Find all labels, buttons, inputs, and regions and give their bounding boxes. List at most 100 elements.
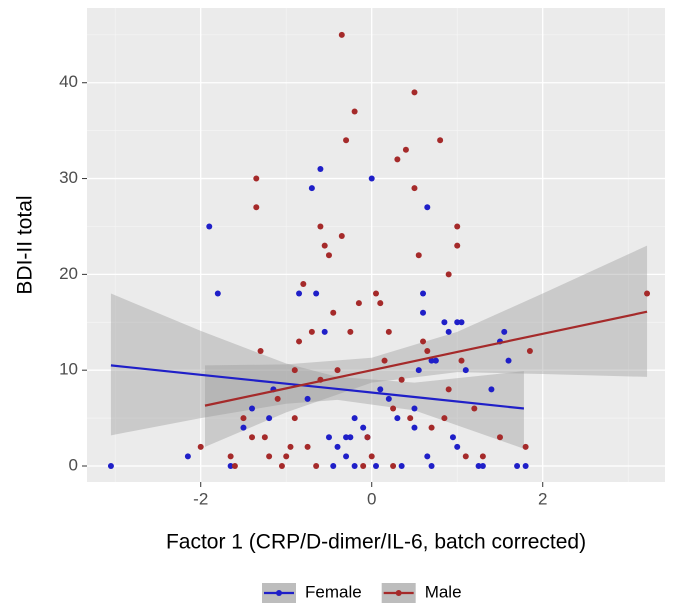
point: [304, 443, 311, 450]
legend-point: [276, 590, 282, 596]
point: [415, 367, 422, 374]
point: [266, 453, 273, 460]
point: [317, 165, 324, 172]
point: [330, 462, 337, 469]
point: [488, 386, 495, 393]
point: [454, 443, 461, 450]
point: [304, 395, 311, 402]
point: [283, 453, 290, 460]
point: [411, 185, 418, 192]
legend-point: [395, 590, 402, 596]
point: [351, 415, 358, 422]
point: [424, 204, 431, 211]
point: [368, 175, 375, 182]
point: [522, 443, 529, 450]
fit-line: [204, 310, 648, 407]
point: [526, 348, 533, 355]
point: [330, 309, 337, 316]
point: [394, 415, 401, 422]
point: [428, 424, 435, 431]
y-tick-label: 20: [59, 264, 78, 283]
point: [300, 280, 307, 287]
point: [351, 462, 358, 469]
point: [424, 453, 431, 460]
point: [360, 424, 367, 431]
point: [479, 453, 486, 460]
point: [449, 434, 456, 441]
point: [227, 453, 234, 460]
point: [381, 357, 388, 364]
point: [441, 319, 448, 326]
point: [377, 300, 384, 307]
point: [291, 367, 298, 374]
point: [432, 357, 439, 364]
point: [334, 367, 341, 374]
point: [321, 328, 328, 335]
point: [428, 357, 435, 364]
point: [355, 300, 362, 307]
confidence-band: [204, 245, 648, 447]
point: [462, 367, 469, 374]
point: [343, 453, 350, 460]
point: [296, 290, 303, 297]
point: [206, 223, 213, 230]
point: [445, 271, 452, 278]
point: [343, 434, 350, 441]
point: [411, 424, 418, 431]
point: [325, 252, 332, 259]
point: [253, 204, 260, 211]
point: [420, 309, 427, 316]
point: [644, 290, 651, 297]
point: [266, 415, 273, 422]
point: [343, 137, 350, 144]
legend-label: Female: [305, 582, 362, 601]
point: [441, 415, 448, 422]
point: [428, 462, 435, 469]
point: [462, 453, 469, 460]
point: [313, 462, 320, 469]
x-tick-label: 2: [538, 489, 547, 508]
y-tick-label: 40: [59, 72, 78, 91]
point: [227, 462, 234, 469]
point: [385, 328, 392, 335]
point: [458, 319, 465, 326]
confidence-band: [110, 293, 524, 449]
point: [364, 434, 371, 441]
y-tick-label: 30: [59, 168, 78, 187]
point: [390, 462, 397, 469]
point: [514, 462, 521, 469]
point: [394, 156, 401, 163]
point: [445, 386, 452, 393]
point: [373, 290, 379, 297]
x-tick-label: 0: [367, 489, 376, 508]
point: [398, 462, 405, 469]
point: [411, 89, 418, 96]
point: [313, 290, 320, 297]
fit-line: [110, 364, 525, 410]
point: [257, 348, 264, 355]
point: [274, 395, 281, 402]
point: [291, 415, 298, 422]
point: [420, 290, 427, 297]
point: [317, 223, 324, 230]
point: [475, 462, 482, 469]
point: [253, 175, 260, 182]
point: [377, 386, 384, 393]
point: [321, 242, 328, 249]
point: [214, 290, 221, 297]
point: [334, 443, 341, 450]
point: [308, 328, 315, 335]
point: [249, 405, 256, 412]
point: [522, 462, 529, 469]
point: [360, 462, 367, 469]
point: [415, 252, 422, 259]
y-tick-label: 10: [59, 360, 78, 379]
point: [424, 348, 431, 355]
point: [197, 443, 204, 450]
point: [240, 415, 247, 422]
y-tick-label: 0: [69, 455, 78, 474]
point: [296, 338, 303, 345]
point: [454, 223, 461, 230]
